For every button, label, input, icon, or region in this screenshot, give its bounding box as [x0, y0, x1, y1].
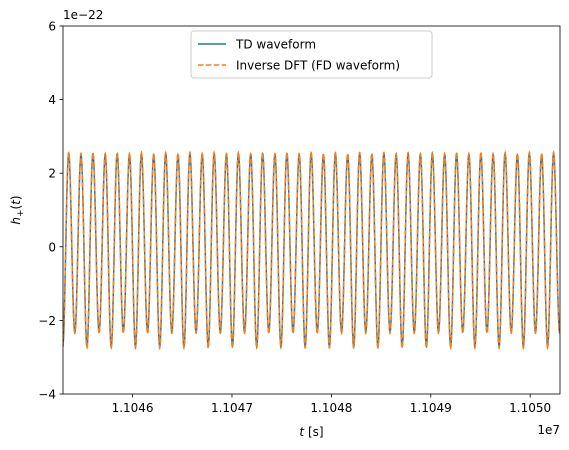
x-offset-text: 1e7 — [537, 423, 560, 437]
legend-box — [190, 30, 433, 79]
x-tick-label: 1.1049 — [410, 401, 452, 415]
x-tick-label: 1.1047 — [211, 401, 253, 415]
y-axis-label: h+(t) — [9, 195, 26, 224]
y-tick-label: 4 — [48, 93, 56, 107]
y-tick-label: −2 — [38, 314, 56, 328]
x-tick-label: 1.1050 — [509, 401, 551, 415]
y-offset-text: 1e−22 — [63, 8, 103, 22]
y-axis-ticks: −4 −2 0 2 4 6 — [38, 20, 63, 402]
legend-label: TD waveform — [235, 38, 316, 52]
y-tick-label: 6 — [48, 20, 56, 34]
series-line-inverse-dft — [63, 150, 560, 351]
y-tick-label: 2 — [48, 167, 56, 181]
x-tick-label: 1.1048 — [310, 401, 352, 415]
legend: TD waveform Inverse DFT (FD waveform) — [190, 30, 433, 79]
legend-label: Inverse DFT (FD waveform) — [236, 59, 400, 73]
x-tick-label: 1.1046 — [112, 401, 154, 415]
axes-frame — [62, 25, 561, 395]
x-axis-label: t [s] — [299, 425, 323, 439]
y-tick-label: 0 — [48, 240, 56, 254]
x-axis-ticks: 1.1046 1.1047 1.1048 1.1049 1.1050 — [112, 394, 551, 415]
series-layer — [63, 150, 560, 351]
y-tick-label: −4 — [38, 388, 56, 402]
